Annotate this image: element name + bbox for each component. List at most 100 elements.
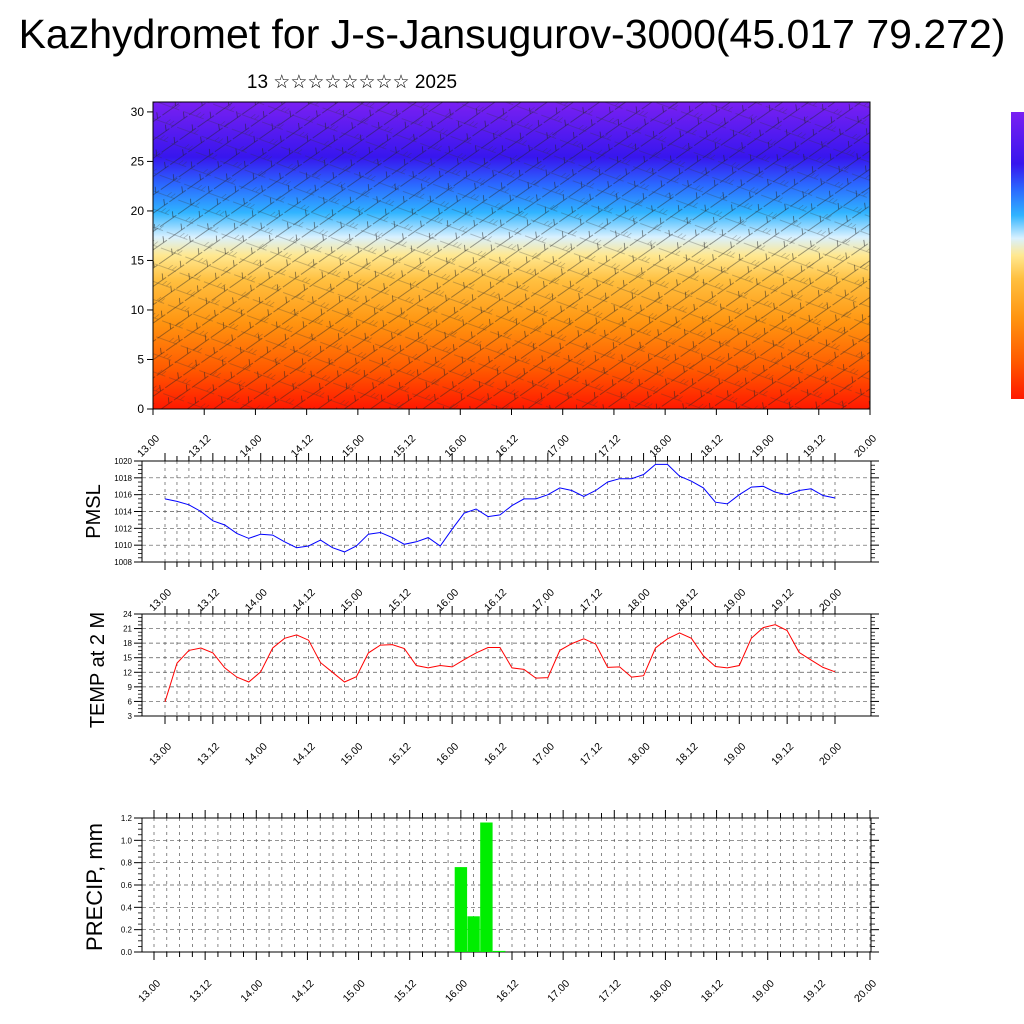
x-tick-label: 18.00 — [626, 587, 653, 614]
x-tick-label: 13.00 — [147, 741, 174, 768]
plot-frame — [141, 613, 872, 717]
colorbar — [1011, 112, 1024, 399]
y-tick-label: 25 — [131, 154, 145, 168]
y-tick-label: 9 — [128, 683, 133, 692]
precip-bar — [493, 950, 506, 952]
x-tick-label: 17.12 — [578, 587, 605, 614]
x-tick-label: 13.12 — [195, 587, 222, 614]
x-tick-label: 17.12 — [596, 978, 623, 1005]
x-tick-label: 14.12 — [289, 433, 316, 460]
x-tick-label: 19.00 — [721, 587, 748, 614]
wind-barbs-layer — [153, 102, 870, 409]
y-tick-label: 1014 — [114, 508, 132, 517]
y-tick-label: 0.0 — [121, 948, 133, 957]
precip-bar — [454, 867, 468, 952]
y-tick-label: 1.2 — [121, 814, 133, 823]
x-tick-label: 17.00 — [530, 587, 557, 614]
x-tick-label: 19.12 — [769, 741, 796, 768]
x-tick-label: 17.12 — [596, 433, 623, 460]
x-tick-label: 13.00 — [136, 978, 163, 1005]
y-tick-label: 21 — [123, 625, 132, 634]
pmsl-panel: 1008 1010 1012 1014 1016 1018 1020 PMSL 13.00 13.… — [83, 453, 879, 614]
precip-panel: 0.0 0.2 0.4 0.6 0.8 1.0 1.2 PRECIP, mm 13.00 13.1… — [82, 810, 879, 1005]
y-tick-label: 30 — [131, 105, 145, 119]
x-tick-label: 16.12 — [482, 587, 509, 614]
y-tick-label: 1008 — [114, 558, 132, 567]
x-tick-label: 15.12 — [386, 741, 413, 768]
y-tick-label: 5 — [137, 352, 144, 366]
y-tick-label: 0.4 — [121, 903, 133, 912]
plot-frame — [141, 460, 872, 563]
x-tick-label: 19.12 — [801, 433, 828, 460]
x-tick-label: 18.00 — [647, 433, 674, 460]
x-tick-label: 14.00 — [238, 978, 265, 1005]
x-tick-label: 15.00 — [338, 741, 365, 768]
x-tick-label: 19.00 — [721, 741, 748, 768]
y-tick-label: 0.8 — [121, 859, 133, 868]
x-tick-label: 17.00 — [545, 978, 572, 1005]
y-axis-title: PRECIP, mm — [82, 823, 107, 951]
x-tick-label: 13.00 — [135, 433, 162, 460]
y-tick-label: 24 — [123, 610, 132, 619]
x-tick-label: 15.00 — [341, 978, 368, 1005]
x-tick-label: 19.00 — [750, 433, 777, 460]
pmsl-line — [164, 463, 836, 553]
x-tick-label: 15.12 — [386, 587, 413, 614]
x-tick-label: 16.00 — [442, 433, 469, 460]
y-tick-label: 12 — [123, 668, 132, 677]
x-tick-label: 20.00 — [852, 978, 879, 1005]
x-tick-label: 16.12 — [494, 433, 521, 460]
colorbar-fill — [1011, 112, 1024, 399]
x-tick-label: 19.12 — [769, 587, 796, 614]
x-tick-label: 13.12 — [195, 741, 222, 768]
y-tick-label: 10 — [131, 303, 145, 317]
x-tick-label: 13.12 — [186, 433, 213, 460]
y-tick-label: 3 — [128, 712, 133, 721]
plot-frame — [141, 817, 872, 953]
x-tick-label: 13.12 — [187, 978, 214, 1005]
y-tick-label: 1010 — [114, 541, 132, 550]
x-tick-label: 16.12 — [494, 978, 521, 1005]
x-tick-label: 20.00 — [817, 587, 844, 614]
x-tick-label: 18.12 — [673, 741, 700, 768]
y-tick-label: 1018 — [114, 474, 132, 483]
x-tick-label: 16.00 — [434, 587, 461, 614]
y-axis-title: PMSL — [83, 484, 105, 538]
y-tick-label: 18 — [123, 639, 132, 648]
x-tick-label: 14.12 — [291, 741, 318, 768]
y-tick-label: 1012 — [114, 524, 132, 533]
x-tick-label: 15.00 — [338, 587, 365, 614]
x-tick-label: 14.12 — [291, 587, 318, 614]
precip-bar — [467, 916, 480, 952]
x-tick-label: 18.00 — [626, 741, 653, 768]
x-tick-label: 16.00 — [434, 741, 461, 768]
x-tick-label: 17.12 — [578, 741, 605, 768]
y-tick-label: 1.0 — [121, 836, 133, 845]
temp-panel: 3 6 9 12 15 18 21 24 TEMP at 2 M 13.00 13.12 14.00 1… — [87, 606, 879, 768]
x-tick-label: 13.00 — [147, 587, 174, 614]
y-tick-label: 1020 — [114, 457, 132, 466]
precip-bar — [480, 822, 493, 952]
x-tick-label: 19.00 — [750, 978, 777, 1005]
temp-line — [164, 624, 836, 703]
x-tick-label: 14.00 — [243, 741, 270, 768]
y-tick-label: 1016 — [114, 491, 132, 500]
y-tick-label: 6 — [128, 697, 133, 706]
x-tick-label: 19.12 — [801, 978, 828, 1005]
x-tick-label: 15.00 — [340, 433, 367, 460]
x-tick-label: 14.00 — [243, 587, 270, 614]
x-tick-label: 16.00 — [443, 978, 470, 1005]
y-axis-title: TEMP at 2 M — [87, 612, 109, 728]
x-tick-label: 20.00 — [852, 433, 879, 460]
x-tick-label: 18.12 — [673, 587, 700, 614]
y-tick-label: 0 — [137, 402, 144, 416]
x-tick-label: 17.00 — [530, 741, 557, 768]
y-tick-label: 0.2 — [121, 926, 133, 935]
y-tick-label: 20 — [131, 204, 145, 218]
x-tick-label: 18.00 — [647, 978, 674, 1005]
x-tick-label: 15.12 — [392, 978, 419, 1005]
y-tick-label: 15 — [123, 654, 132, 663]
y-tick-label: 15 — [131, 253, 145, 267]
